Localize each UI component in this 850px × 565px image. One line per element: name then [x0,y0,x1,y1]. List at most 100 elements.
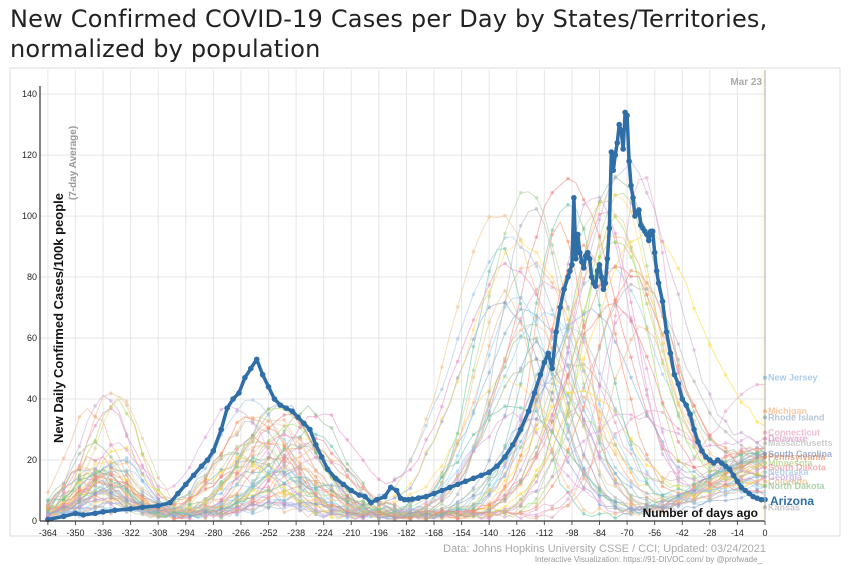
background-series-point [723,472,728,476]
arizona-point [100,509,106,515]
background-series-point [503,288,507,293]
background-series-point [250,502,255,506]
arizona-point [439,487,445,494]
background-series-point [345,437,350,442]
background-series-point [424,449,428,454]
background-series-point [140,471,145,476]
background-series-point [613,213,618,217]
background-series-point [487,344,491,348]
background-series-point [93,446,97,451]
arizona-point [565,274,571,280]
background-series-point [298,498,302,502]
background-series-point [124,487,129,492]
background-series-point [392,515,397,520]
background-series-point [708,451,712,456]
arizona-point [699,448,705,454]
background-series-point [235,469,239,473]
background-series-point [566,364,570,369]
background-series-point [329,509,334,514]
background-series-point [534,409,539,413]
background-series-point [109,506,113,510]
background-series-point [235,433,239,437]
background-series-point [629,451,633,456]
state-label: Michigan [768,406,807,416]
background-series-point [282,493,287,498]
background-series-point [314,502,318,506]
arizona-point [139,504,146,511]
y-tick-label: 100 [22,211,37,221]
x-tick-label: -182 [397,528,415,538]
background-series-point [503,515,507,519]
background-series-point [629,288,633,293]
background-series-point [250,420,255,424]
arizona-point [628,182,634,189]
background-series-point [566,335,570,340]
background-series-point [361,499,365,504]
background-series-point [644,327,649,332]
arizona-point [663,329,670,335]
background-series-point [755,481,759,486]
background-series-point [676,426,681,431]
background-series-point [250,458,255,463]
arizona-point [624,112,630,119]
arizona-point [236,390,242,396]
background-series-path [47,204,766,519]
background-series-point [314,492,318,496]
background-series-point [723,459,728,464]
background-series-point [487,399,491,403]
background-series-point [581,309,586,314]
arizona-point [446,484,453,491]
background-series-point [408,467,413,472]
background-series-point [140,501,145,505]
arizona-point [667,350,674,357]
background-series-point [219,474,224,479]
background-series-point [550,372,555,377]
background-series-point [629,466,633,471]
background-series-point [534,473,539,478]
background-series-point [440,464,444,469]
background-series-point [109,491,113,495]
background-series-point [597,283,602,288]
background-series-point [487,478,491,482]
state-endpoint [763,451,767,456]
background-series-point [345,468,350,473]
arizona-point [248,365,254,372]
background-series-point [329,426,334,430]
arizona-point [230,396,236,402]
arizona-point [588,274,595,280]
x-tick-label: -14 [731,528,744,538]
background-series-point [266,475,271,479]
y-axis-subtitle: (7-day Average) [68,126,79,200]
background-series-point [692,437,696,442]
background-series-point [203,466,208,471]
y-tick-label: 80 [27,272,37,282]
background-series-point [345,507,350,512]
background-series-point [298,460,302,465]
background-series-point [471,486,476,490]
arizona-point [271,396,278,402]
background-series-point [140,489,145,494]
background-series-point [440,496,444,501]
background-series-point [471,249,476,254]
background-series-point [282,498,287,503]
background-series-point [503,478,507,483]
background-series-point [377,493,381,497]
arizona-point [517,426,524,433]
background-series-point [739,479,744,483]
background-series-point [566,503,570,508]
background-series-point [629,508,633,512]
background-series-point [660,484,665,489]
background-series-point [266,488,271,493]
background-series-point [676,411,681,415]
background-series-point [739,400,744,405]
background-series-point [203,515,208,519]
background-series-point [440,472,444,477]
background-series-point [581,280,586,285]
background-series-point [581,325,586,330]
background-series-point [282,433,287,437]
arizona-point [714,457,721,463]
background-series-point [424,516,428,521]
background-series-point [298,437,302,442]
background-series-point [644,413,649,418]
background-series-point [471,502,476,507]
